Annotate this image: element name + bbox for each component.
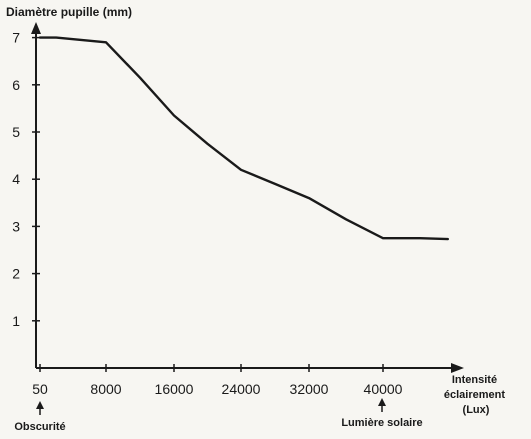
- y-tick-label-5: 5: [12, 124, 20, 140]
- x-tick-label-16000: 16000: [155, 381, 194, 397]
- x-tick-label-40000: 40000: [364, 381, 403, 397]
- x-axis-arrow-icon: [451, 363, 464, 373]
- up-arrow-icon: [36, 401, 44, 409]
- y-tick-label-3: 3: [12, 218, 20, 234]
- annotation-obscurite: Obscurité: [14, 401, 66, 433]
- annotation-obscurite-label: Obscurité: [14, 421, 65, 433]
- y-axis: [31, 22, 41, 368]
- y-ticks: 1 2 3 4 5 6 7: [12, 30, 40, 329]
- series-group: [38, 36, 449, 241]
- series-line-0: [38, 36, 449, 241]
- y-tick-label-2: 2: [12, 266, 20, 282]
- y-axis-title: Diamètre pupille (mm): [6, 5, 132, 19]
- x-ticks: 50 8000 16000 24000 32000 40000: [32, 364, 403, 397]
- x-tick-label-32000: 32000: [290, 381, 329, 397]
- x-axis-title-line-1: Intensité: [452, 374, 497, 386]
- y-tick-label-6: 6: [12, 77, 20, 93]
- x-axis-title: Intensité éclairement (Lux): [444, 374, 508, 416]
- x-axis-title-line-3: (Lux): [463, 404, 490, 416]
- x-tick-label-24000: 24000: [222, 381, 261, 397]
- y-tick-label-1: 1: [12, 313, 20, 329]
- annotation-lumiere-solaire-label: Lumière solaire: [341, 417, 422, 429]
- y-tick-label-4: 4: [12, 171, 20, 187]
- x-axis: [36, 363, 464, 373]
- x-tick-label-50: 50: [32, 381, 48, 397]
- annotation-lumiere-solaire: Lumière solaire: [341, 398, 423, 429]
- x-tick-label-8000: 8000: [90, 381, 121, 397]
- x-axis-title-line-2: éclairement: [444, 389, 505, 401]
- y-tick-label-7: 7: [12, 30, 20, 46]
- y-axis-arrow-icon: [31, 22, 41, 34]
- up-arrow-icon: [378, 398, 386, 406]
